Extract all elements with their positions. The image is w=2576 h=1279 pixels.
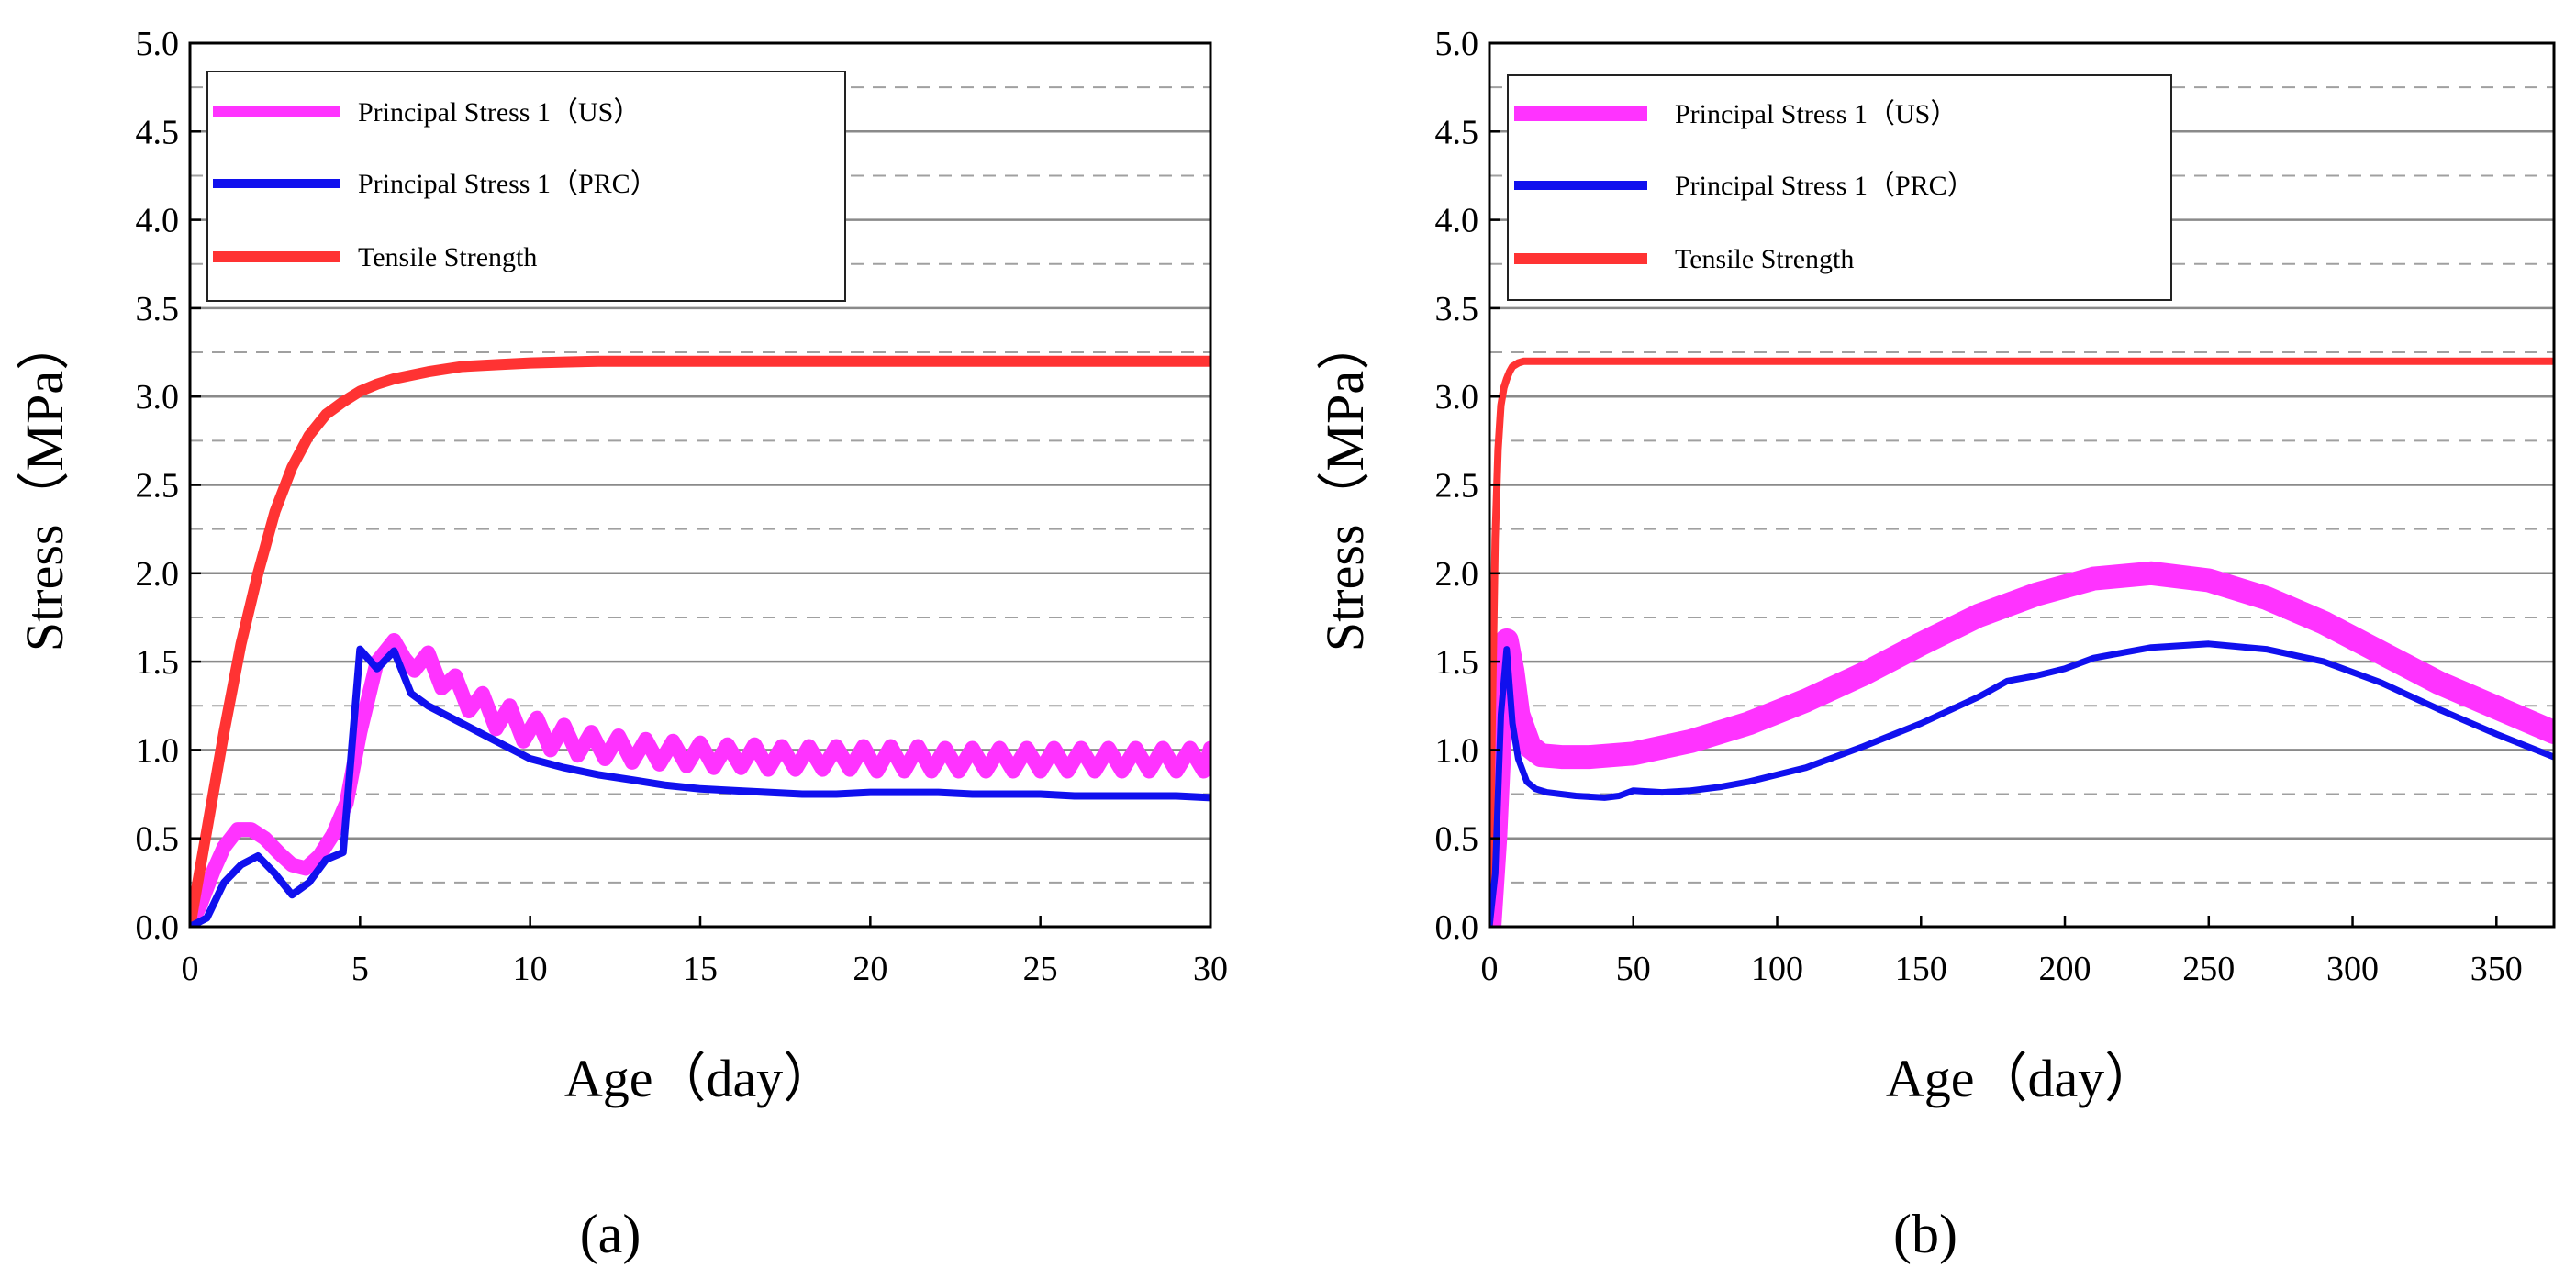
y-tick-label: 0.0 [136,908,180,947]
y-tick-label: 2.5 [136,467,180,506]
x-tick-label: 25 [1023,950,1058,988]
chart-panel-b: 0.0 0.5 1.0 1.5 2.0 2.5 3.0 3.5 4.0 4.5 5.0 0 50 100 1… [1315,25,2556,1264]
y-tick-label: 1.5 [136,643,180,682]
y-tick-label: 1.0 [136,731,180,770]
axis-ticks-a: 0.0 0.5 1.0 1.5 2.0 2.5 3.0 3.5 4.0 4.5 5.0 0 5 10 15 2… [136,25,1229,988]
x-tick-label: 150 [1895,950,1947,988]
y-axis-label-b: Stress（MPa） [1315,317,1375,651]
series-layer-a [190,355,1210,927]
x-tick-label: 0 [1481,950,1499,988]
x-tick-label: 30 [1193,950,1228,988]
x-tick-label: 15 [683,950,718,988]
y-tick-label: 5.0 [136,25,180,63]
x-tick-label: 0 [182,950,199,988]
x-tick-label: 200 [2039,950,2091,988]
legend-label-prc-a: Principal Stress 1（PRC） [358,169,658,199]
y-tick-label: 2.5 [1435,467,1479,506]
panel-label-a: (a) [580,1204,641,1264]
x-tick-label: 10 [513,950,548,988]
y-tick-label: 0.5 [136,820,180,859]
legend-label-us-a: Principal Stress 1（US） [358,97,641,128]
series-tensile-strength-b [1489,357,2554,927]
y-tick-label: 4.5 [136,113,180,151]
x-tick-label: 20 [853,950,887,988]
y-tick-label: 2.0 [1435,555,1479,594]
x-axis-label-b: Age（day） [1886,1049,2158,1108]
legend-label-us-b: Principal Stress 1（US） [1675,99,1957,129]
x-axis-label-a: Age（day） [564,1049,836,1108]
series-principal-stress-us-a [190,633,1210,927]
y-tick-label: 4.5 [1435,113,1479,151]
x-tick-label: 350 [2470,950,2523,988]
y-tick-label: 0.5 [1435,820,1479,859]
series-layer-b [1489,357,2554,927]
x-tick-label: 50 [1616,950,1651,988]
y-tick-label: 1.0 [1435,731,1479,770]
y-tick-label: 1.5 [1435,643,1479,682]
x-tick-label: 100 [1751,950,1803,988]
y-tick-label: 3.0 [136,378,180,417]
series-principal-stress-prc-b [1489,640,2554,927]
y-tick-label: 2.0 [136,555,180,594]
chart-panel-a: 0.0 0.5 1.0 1.5 2.0 2.5 3.0 3.5 4.0 4.5 5.0 0 5 10 15 2… [15,25,1228,1264]
y-tick-label: 3.5 [1435,290,1479,328]
panel-label-b: (b) [1893,1204,1957,1264]
legend-label-prc-b: Principal Stress 1（PRC） [1675,171,1975,201]
x-tick-label: 300 [2326,950,2379,988]
y-tick-label: 3.5 [136,290,180,328]
series-principal-stress-us-b [1489,561,2554,927]
axis-ticks-b: 0.0 0.5 1.0 1.5 2.0 2.5 3.0 3.5 4.0 4.5 5.0 0 50 100 1… [1435,25,2523,988]
y-tick-label: 5.0 [1435,25,1479,63]
legend-label-tensile-a: Tensile Strength [358,242,537,272]
legend-a: Principal Stress 1（US） Principal Stress … [206,71,846,302]
series-tensile-strength-a [190,355,1210,927]
y-tick-label: 0.0 [1435,908,1479,947]
y-tick-label: 4.0 [136,202,180,240]
legend-label-tensile-b: Tensile Strength [1675,244,1854,274]
y-tick-label: 3.0 [1435,378,1479,417]
y-tick-label: 4.0 [1435,202,1479,240]
x-tick-label: 250 [2182,950,2235,988]
legend-b: Principal Stress 1（US） Principal Stress … [1507,74,2172,301]
series-principal-stress-prc-a [190,645,1210,927]
x-tick-label: 5 [351,950,369,988]
y-axis-label-a: Stress（MPa） [15,317,74,651]
